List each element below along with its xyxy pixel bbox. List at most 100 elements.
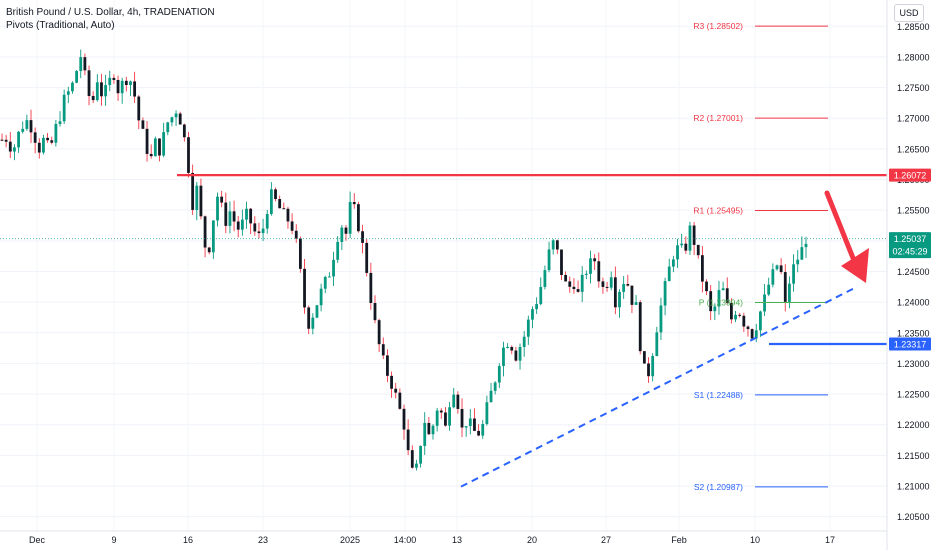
- candle-body: [684, 243, 688, 251]
- candle-body: [551, 240, 555, 250]
- currency-button[interactable]: USD: [894, 4, 924, 22]
- forecast-arrow: [824, 190, 869, 283]
- resistance-price-badge-bg: [889, 168, 931, 182]
- candle-body: [742, 315, 746, 327]
- candle-body: [572, 286, 576, 290]
- candle-body: [444, 412, 447, 426]
- candle-body: [647, 363, 650, 377]
- candle-body: [800, 247, 804, 260]
- support-price-badge: 1.23317: [894, 339, 927, 349]
- candle-body: [365, 242, 369, 273]
- candle-body: [79, 57, 83, 72]
- resistance-price-badge: 1.26072: [894, 171, 927, 181]
- symbol-title[interactable]: British Pound / U.S. Dollar, 4h, TRADENA…: [6, 7, 215, 18]
- candle-body: [182, 124, 186, 138]
- candle-body: [323, 276, 327, 289]
- candle-body: [216, 196, 219, 221]
- candle-body: [245, 208, 248, 220]
- candle-body: [153, 138, 157, 157]
- candle-body: [166, 122, 170, 133]
- candle-body: [738, 314, 742, 316]
- candle-body: [361, 231, 364, 243]
- candle-body: [357, 204, 360, 232]
- candle-body: [332, 259, 335, 277]
- candle-body: [303, 268, 306, 308]
- pivot-label: S2 (1.20987): [694, 482, 743, 492]
- candle-body: [535, 304, 539, 310]
- candle-body: [460, 408, 464, 428]
- candle-body: [129, 81, 132, 86]
- candle-body: [406, 429, 410, 451]
- candle-body: [319, 288, 323, 306]
- candle-body: [220, 196, 224, 203]
- candle-body: [804, 243, 808, 248]
- candle-body: [133, 81, 137, 97]
- candle-body: [0, 139, 4, 141]
- candle-body: [328, 276, 331, 278]
- time-tick-label: 16: [183, 535, 193, 545]
- candle-body: [788, 283, 791, 302]
- candle-body: [249, 208, 253, 224]
- indicator-title[interactable]: Pivots (Traditional, Auto): [6, 20, 115, 31]
- candle-body: [390, 375, 393, 389]
- candle-body: [522, 336, 526, 347]
- support-price-badge-bg: [889, 337, 931, 351]
- candle-body: [100, 82, 103, 97]
- candle-body: [58, 121, 62, 124]
- candle-body: [435, 410, 439, 426]
- candle-body: [398, 392, 402, 409]
- candle-body: [174, 113, 178, 118]
- candle-body: [468, 418, 472, 427]
- candle-body: [265, 214, 269, 229]
- candle-body: [54, 123, 58, 143]
- chart-grid: [0, 0, 887, 531]
- candle-body: [560, 249, 563, 275]
- candle-body: [531, 309, 534, 320]
- candle-body: [415, 463, 418, 468]
- candle-body: [13, 147, 16, 152]
- candle-body: [352, 202, 356, 205]
- candle-body: [796, 259, 800, 265]
- candle-body: [543, 270, 547, 287]
- candle-body: [514, 350, 518, 361]
- candle-body: [311, 317, 315, 329]
- candle-body: [754, 330, 758, 339]
- trendline: [460, 285, 858, 488]
- candle-body: [187, 137, 190, 173]
- candle-body: [124, 80, 128, 86]
- price-tick-label: 1.22500: [897, 390, 930, 400]
- candle-body: [680, 243, 684, 246]
- last-price-badge-countdown: 02:45:29: [892, 247, 927, 257]
- candle-body: [232, 211, 236, 222]
- candle-body: [771, 269, 775, 285]
- candle-body: [419, 445, 422, 464]
- candle-body: [21, 128, 25, 132]
- candle-body: [473, 418, 476, 431]
- candle-body: [116, 79, 120, 94]
- candle-body: [211, 220, 215, 253]
- candle-body: [83, 57, 87, 71]
- candle-body: [502, 347, 505, 367]
- candle-body: [601, 281, 605, 287]
- candle-body: [141, 120, 145, 129]
- candle-body: [87, 70, 91, 96]
- candle-body: [589, 258, 592, 274]
- pivot-label: R3 (1.28502): [693, 21, 743, 31]
- candle-body: [394, 388, 398, 393]
- time-tick-label: 23: [258, 535, 268, 545]
- time-tick-label: 20: [527, 535, 537, 545]
- candle-body: [145, 128, 149, 154]
- candle-body: [162, 132, 166, 156]
- candle-body: [307, 307, 311, 329]
- time-tick-label: Feb: [671, 535, 687, 545]
- candle-body: [402, 408, 406, 430]
- candle-body: [336, 241, 340, 260]
- candle-body: [410, 450, 414, 468]
- candle-body: [373, 302, 377, 321]
- candle-body: [33, 132, 37, 143]
- candle-body: [427, 422, 431, 435]
- candle-body: [717, 290, 721, 307]
- candle-body: [688, 225, 692, 251]
- pivot-label: R1 (1.25495): [693, 205, 743, 215]
